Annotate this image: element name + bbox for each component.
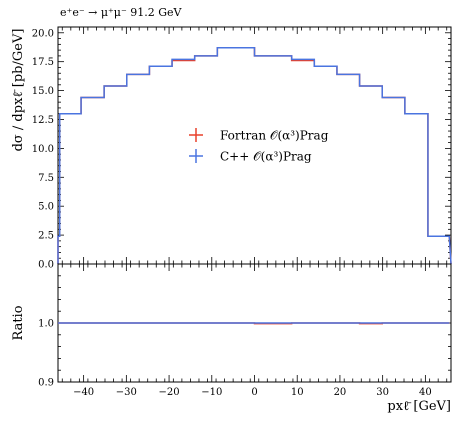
main-y-tick-label: 10.0 bbox=[32, 144, 54, 155]
x-tick-label: 0 bbox=[251, 387, 257, 398]
x-tick-label: 30 bbox=[376, 387, 389, 398]
series-line-cpp bbox=[57, 47, 452, 265]
legend-label-fortran: Fortran 𝒪(α³)Prag bbox=[220, 129, 329, 143]
x-axis-label: pxℓ̄ [GeV] bbox=[387, 399, 451, 414]
main-y-tick-label: 0.0 bbox=[38, 260, 54, 271]
y-axis-label: dσ / dpxℓ̄ [pb/GeV] bbox=[11, 29, 26, 152]
main-y-tick-label: 17.5 bbox=[32, 57, 54, 68]
ratio-y-tick-label: 0.9 bbox=[38, 378, 54, 389]
ratio-series bbox=[58, 322, 450, 325]
main-x-ticks bbox=[61, 27, 448, 264]
x-tick-label: −20 bbox=[159, 387, 180, 398]
legend-item-fortran: Fortran 𝒪(α³)Prag bbox=[189, 128, 329, 143]
main-y-tick-label: 12.5 bbox=[32, 115, 54, 126]
main-y-tick-label: 2.5 bbox=[38, 231, 54, 242]
legend: Fortran 𝒪(α³)Prag C++ 𝒪(α³)Prag bbox=[189, 128, 329, 164]
x-tick-label: −30 bbox=[116, 387, 137, 398]
ratio-y-ticks: 0.9 1.0 bbox=[38, 275, 451, 389]
ratio-x-ticks: −40 −30 −20 −10 0 10 20 30 40 bbox=[61, 264, 448, 398]
ratio-y-tick-label: 1.0 bbox=[38, 319, 54, 330]
main-panel-frame bbox=[57, 26, 452, 265]
chart-title: e⁺e⁻ → μ⁺μ⁻ 91.2 GeV bbox=[60, 6, 183, 19]
x-tick-label: 20 bbox=[334, 387, 347, 398]
main-y-tick-label: 7.5 bbox=[38, 173, 54, 184]
main-y-tick-label: 5.0 bbox=[38, 202, 54, 213]
main-series bbox=[57, 47, 452, 265]
main-y-ticks: 0.0 2.5 5.0 7.5 10.0 12.5 15.0 17.5 20.0 bbox=[32, 28, 451, 271]
x-tick-label: −40 bbox=[73, 387, 94, 398]
ratio-y-axis-label: Ratio bbox=[11, 305, 26, 340]
legend-item-cpp: C++ 𝒪(α³)Prag bbox=[189, 149, 312, 164]
main-y-tick-label: 15.0 bbox=[32, 86, 54, 97]
main-panel: 0.0 2.5 5.0 7.5 10.0 12.5 15.0 17.5 20.0 bbox=[32, 26, 452, 271]
x-tick-label: 40 bbox=[419, 387, 432, 398]
ratio-panel: 0.9 1.0 −40 −30 −20 −10 0 10 20 30 40 bbox=[38, 263, 452, 398]
main-y-tick-label: 20.0 bbox=[32, 28, 54, 39]
x-tick-label: 10 bbox=[291, 387, 304, 398]
legend-label-cpp: C++ 𝒪(α³)Prag bbox=[220, 150, 312, 164]
x-tick-label: −10 bbox=[201, 387, 222, 398]
